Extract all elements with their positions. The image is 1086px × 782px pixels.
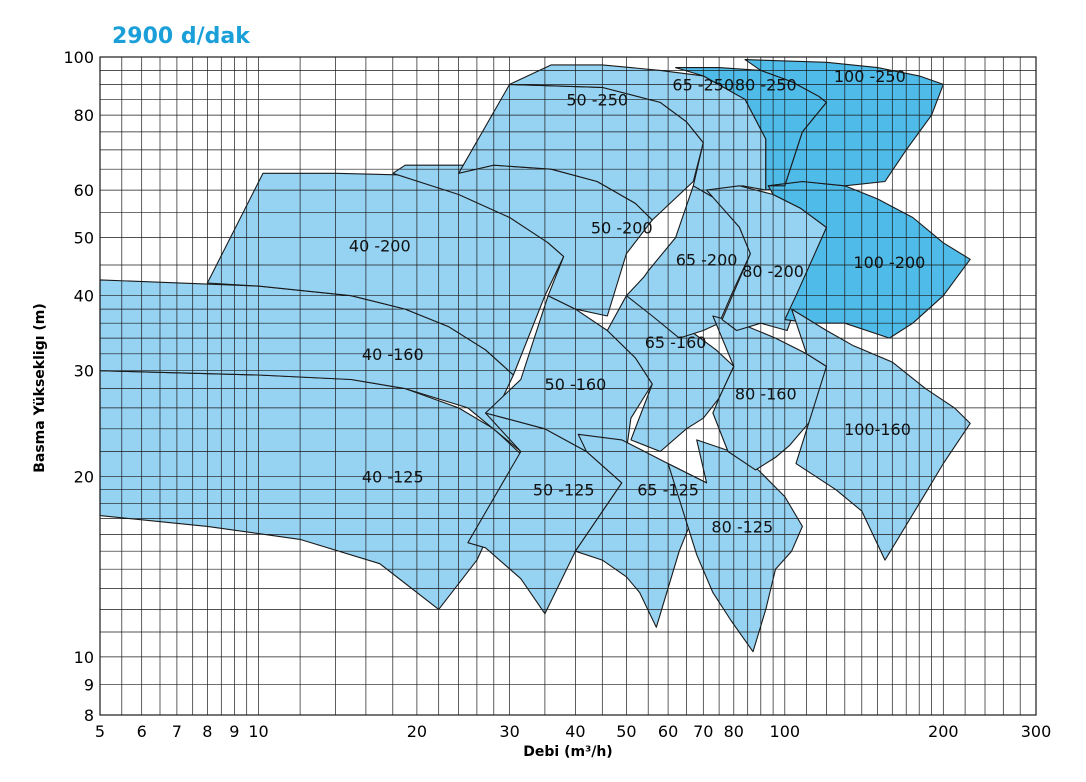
y-tick-label: 80 [74,106,94,125]
x-tick-label: 60 [658,722,678,741]
x-tick-label: 40 [565,722,585,741]
y-tick-label: 40 [74,287,94,306]
x-tick-label: 5 [95,722,105,741]
x-axis-title: Debi (m³/h) [523,744,613,760]
x-tick-label: 80 [724,722,744,741]
region-label-80-250: 80 -250 [735,75,797,94]
x-tick-label: 10 [248,722,268,741]
x-axis-ticks: 5 6 7 8 9 10 20 30 40 50 60 70 80 100 200 300 [95,722,1051,741]
region-label-65-200: 65 -200 [676,250,738,269]
x-tick-label: 6 [137,722,147,741]
region-label-100-250: 100 -250 [834,67,906,86]
region-label-65-250: 65 -250 [672,75,734,94]
chart-title: 2900 d/dak [112,24,250,49]
region-label-50-200: 50 -200 [591,218,653,237]
y-tick-label: 20 [74,467,94,486]
x-tick-label: 200 [928,722,959,741]
region-label-100-200: 100 -200 [853,253,925,272]
region-label-50-160: 50 -160 [545,375,607,394]
region-label-80-125: 80 -125 [711,517,773,536]
y-tick-label: 60 [74,181,94,200]
region-label-65-160: 65 -160 [645,333,707,352]
region-label-40-160: 40 -160 [362,345,424,364]
region-label-100-160: 100-160 [844,420,911,439]
region-label-40-125: 40 -125 [362,467,424,486]
y-tick-label: 50 [74,229,94,248]
region-label-65-125: 65 -125 [637,481,699,500]
pump-regions [99,59,971,653]
region-label-50-250: 50 -250 [566,90,628,109]
x-tick-label: 50 [616,722,636,741]
chart-frame [99,56,1037,716]
y-tick-label: 100 [63,48,94,67]
region-labels: 40 -125 40 -160 40 -200 50 -125 50 -160 50 -2… [349,67,925,537]
pump-region-80-125 [667,439,803,653]
x-tick-label: 100 [770,722,801,741]
y-tick-label: 8 [84,706,94,725]
region-label-50-125: 50 -125 [533,481,595,500]
x-tick-label: 7 [172,722,182,741]
x-tick-label: 8 [202,722,212,741]
y-tick-label: 10 [74,648,94,667]
y-tick-label: 30 [74,362,94,381]
plot-border [99,56,1037,716]
region-label-80-200: 80 -200 [742,262,804,281]
x-tick-label: 9 [229,722,239,741]
x-tick-label: 30 [499,722,519,741]
x-tick-label: 70 [693,722,713,741]
x-tick-label: 20 [407,722,427,741]
region-label-80-160: 80 -160 [735,384,797,403]
pump-region-100-200 [767,180,971,339]
x-tick-label: 300 [1021,722,1052,741]
chart-grid [99,56,1037,716]
pump-region-40-200 [206,172,565,376]
y-tick-label: 9 [84,675,94,694]
region-label-40-200: 40 -200 [349,237,411,256]
y-axis-ticks: 8 9 10 20 30 40 50 60 80 100 [63,48,94,725]
